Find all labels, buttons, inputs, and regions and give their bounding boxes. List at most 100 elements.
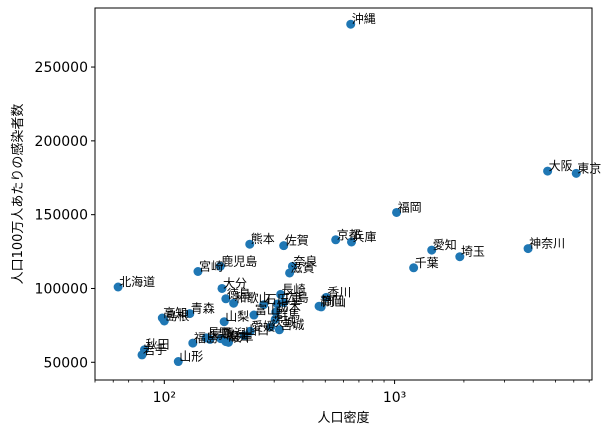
- point-label: 島根: [165, 308, 189, 323]
- data-point: [347, 237, 357, 247]
- point-label: 佐賀: [285, 234, 309, 248]
- point-label: 青森: [191, 301, 215, 316]
- data-point: [279, 241, 289, 251]
- point-label: 奈良: [293, 253, 317, 268]
- point-label: 鹿児島: [221, 253, 257, 268]
- y-axis-ticks: 50000 100000 150000 200000 250000: [35, 60, 95, 371]
- data-point: [455, 252, 465, 262]
- point-label: 福岡: [398, 199, 422, 214]
- point-label: 徳島: [227, 286, 251, 301]
- point-label: 茨城: [272, 315, 296, 329]
- point-label: 栃木: [277, 300, 301, 314]
- data-point: [159, 316, 169, 326]
- point-label: 東京: [577, 161, 601, 175]
- data-point: [331, 235, 341, 245]
- data-point: [571, 168, 581, 178]
- data-point: [316, 302, 326, 312]
- data-point: [427, 245, 437, 255]
- data-point: [249, 310, 259, 320]
- x-tick-label: 10²: [153, 390, 176, 406]
- y-tick-label: 150000: [35, 208, 88, 224]
- point-label: 宮崎: [199, 259, 223, 274]
- data-point: [543, 166, 553, 176]
- point-label: 福井: [227, 329, 251, 344]
- data-point: [185, 309, 195, 319]
- data-point: [217, 283, 227, 293]
- point-labels-layer: 沖縄大阪 東京福岡熊本 佐賀 京都兵庫 神奈川愛知 埼玉千葉奈良滋賀鹿児島宮崎北海道 大分長…: [119, 11, 601, 363]
- data-point: [188, 338, 198, 348]
- data-point: [219, 317, 229, 327]
- data-point: [173, 357, 183, 367]
- point-label: 愛知: [433, 238, 457, 252]
- point-label: 神奈川: [529, 237, 565, 251]
- point-label: 広島: [285, 290, 309, 305]
- point-label: 熊本: [251, 231, 275, 246]
- data-point: [221, 294, 231, 304]
- data-point: [193, 267, 203, 276]
- point-label: 兵庫: [353, 230, 377, 244]
- data-point: [259, 300, 269, 310]
- data-point: [321, 292, 331, 302]
- data-point: [201, 333, 211, 343]
- point-label: 香川: [327, 285, 351, 299]
- y-tick-label: 200000: [35, 134, 88, 150]
- point-label: 富山: [255, 302, 279, 317]
- point-label: 埼玉: [461, 245, 485, 259]
- data-point: [276, 289, 286, 299]
- point-label: 岐阜: [230, 330, 254, 344]
- y-tick-label: 100000: [35, 281, 88, 297]
- point-label: 三重: [278, 292, 302, 306]
- data-point: [274, 325, 284, 335]
- point-label: 岡山: [322, 295, 346, 309]
- data-point: [409, 263, 419, 273]
- data-point: [285, 268, 295, 278]
- point-label: 沖縄: [352, 11, 376, 26]
- data-point: [279, 298, 289, 307]
- point-label: 山口: [245, 324, 269, 338]
- point-label: 京都: [337, 228, 361, 242]
- data-point: [137, 350, 147, 360]
- point-label: 福島: [194, 330, 218, 345]
- data-point: [270, 314, 280, 324]
- data-point: [113, 282, 123, 292]
- point-label: 鳥取: [211, 326, 235, 341]
- x-axis-ticks: 10² 10³: [94, 380, 590, 406]
- x-tick-label: 10³: [383, 390, 406, 406]
- point-label: 愛媛: [251, 319, 275, 333]
- point-label: 静岡: [320, 294, 344, 308]
- point-label: 岩手: [143, 342, 167, 357]
- point-label: 滋賀: [291, 261, 315, 275]
- data-point: [229, 298, 239, 308]
- point-label: 長野: [207, 326, 231, 340]
- point-label: 千葉: [415, 256, 439, 270]
- point-label: 山梨: [225, 310, 249, 324]
- point-label: 高知: [163, 305, 187, 320]
- data-point: [245, 326, 255, 336]
- data-point: [224, 337, 234, 347]
- data-point: [271, 307, 281, 317]
- point-label: 新潟: [222, 326, 246, 341]
- point-label: 石川: [265, 293, 289, 307]
- points-layer: [113, 19, 581, 367]
- point-label: 和歌山: [235, 290, 271, 305]
- y-tick-label: 250000: [35, 60, 88, 76]
- x-axis-label: 人口密度: [317, 410, 369, 426]
- point-label: 大阪: [549, 159, 573, 173]
- y-axis-label: 人口100万人あたりの感染者数: [10, 104, 26, 285]
- data-point: [392, 207, 402, 217]
- data-point: [215, 261, 225, 271]
- point-label: 山形: [179, 350, 203, 364]
- point-label: 大分: [223, 276, 247, 290]
- data-point: [346, 19, 356, 29]
- data-point: [266, 322, 276, 332]
- point-label: 北海道: [119, 274, 155, 289]
- data-point: [523, 244, 533, 254]
- y-tick-label: 50000: [43, 355, 88, 371]
- point-label: 群馬: [276, 307, 300, 321]
- point-label: 長崎: [282, 282, 306, 296]
- data-point: [245, 239, 255, 249]
- point-label: 秋田: [145, 338, 169, 352]
- point-label: 宮城: [280, 317, 304, 332]
